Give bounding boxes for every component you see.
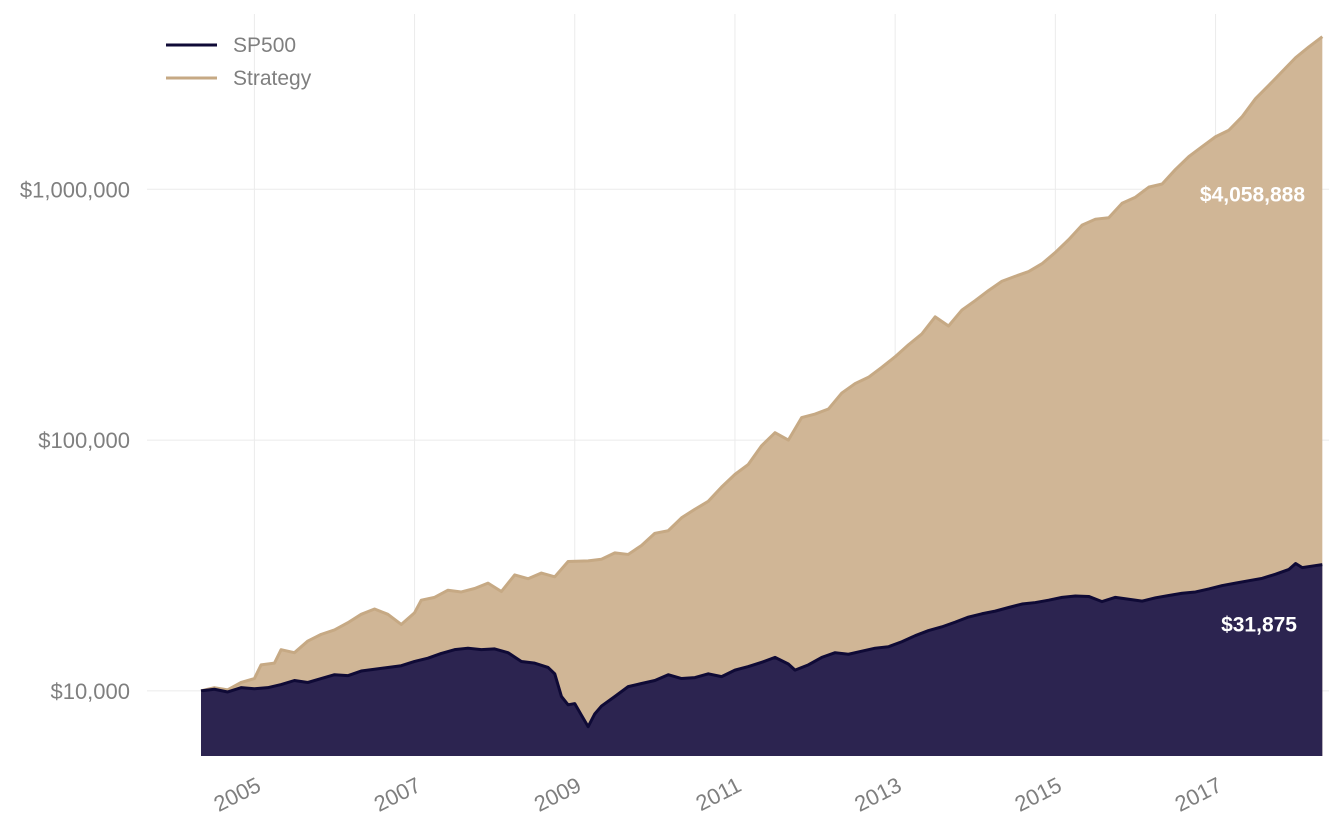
y-tick-label: $100,000 [38,428,130,453]
x-tick-label: 2007 [370,772,425,816]
strategy-end-label: $4,058,888 [1200,184,1305,207]
strategy-line [200,35,1324,693]
y-tick-label: $1,000,000 [20,177,130,202]
sp500-area [201,563,1323,756]
legend: SP500 Strategy [166,34,312,90]
sp500-end-label: $31,875 [1221,614,1297,637]
y-tick-label: $10,000 [50,679,130,704]
x-tick-label: 2005 [210,772,265,816]
x-tick-label: 2017 [1171,772,1226,816]
x-tick-label: 2011 [692,772,746,816]
legend-label-strategy: Strategy [233,67,312,90]
sp500-line [200,562,1323,729]
series-areas [201,36,1323,756]
x-tick-label: 2009 [530,772,585,816]
end-value-labels: $4,058,888 $31,875 [1200,184,1305,637]
strategy-area [201,36,1323,756]
x-tick-label: 2015 [1011,772,1066,816]
x-tick-label: 2013 [850,772,905,816]
series-lines [200,35,1324,729]
legend-label-sp500: SP500 [233,34,296,57]
